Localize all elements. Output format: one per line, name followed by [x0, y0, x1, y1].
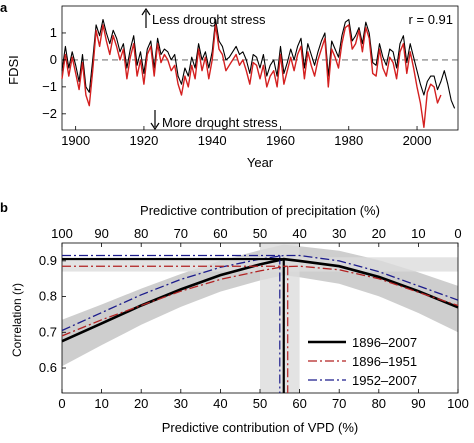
top-x-tick-label: 10	[411, 226, 425, 241]
arrows	[141, 7, 160, 131]
x-tick-label: 1960	[266, 133, 295, 148]
y-tick-label: 0	[50, 52, 57, 67]
panel-b-top-xlabel: Predictive contribution of precipitation…	[140, 203, 380, 218]
legend-label-2: 1896–1951	[352, 354, 417, 369]
panel-b-label: b	[0, 200, 8, 215]
down-arrow-head-icon	[150, 122, 160, 131]
y-tick-label: 0.6	[39, 360, 57, 375]
series-fdsi-black	[61, 18, 456, 109]
y-tick-label: 0.7	[39, 324, 57, 339]
x-tick-label: 30	[174, 396, 188, 411]
x-tick-label: 0	[58, 396, 65, 411]
top-x-tick-label: 0	[454, 226, 461, 241]
annotation-less-drought: Less drought stress	[152, 12, 266, 27]
panel-a-chart: 1900 1920 1940 1960 1980 2000 −2 −1 0 1 Less dro…	[6, 5, 459, 170]
series-line-1	[61, 257, 459, 343]
x-tick-label: 1940	[198, 133, 227, 148]
x-tick-label: 50	[253, 396, 267, 411]
panel-b-ylabel: Correlation (r)	[10, 283, 24, 357]
y-tick-label: −1	[42, 79, 57, 94]
panel-b-xlabel: Predictive contribution of VPD (%)	[162, 420, 359, 435]
legend-label-1: 1896–2007	[352, 335, 417, 350]
top-x-tick-label: 20	[372, 226, 386, 241]
correlation-label: r = 0.91	[409, 12, 453, 27]
panel-a-ylabel: FDSI	[6, 55, 21, 85]
top-x-tick-label: 100	[51, 226, 73, 241]
panel-a-label: a	[0, 0, 8, 15]
top-x-tick-label: 90	[94, 226, 108, 241]
annotation-more-drought: More drought stress	[162, 115, 278, 130]
top-x-tick-label: 30	[332, 226, 346, 241]
x-tick-label: 80	[372, 396, 386, 411]
x-tick-label: 70	[332, 396, 346, 411]
x-tick-label: 40	[213, 396, 227, 411]
top-x-tick-label: 40	[292, 226, 306, 241]
x-tick-label: 2000	[403, 133, 432, 148]
top-x-tick-label: 50	[253, 226, 267, 241]
confidence-envelope	[62, 244, 458, 367]
y-tick-label: −2	[42, 106, 57, 121]
x-tick-label: 10	[94, 396, 108, 411]
up-arrow-head-icon	[141, 7, 151, 16]
legend-label-3: 1952–2007	[352, 373, 417, 388]
series-line-3	[61, 254, 459, 332]
top-x-tick-label: 70	[174, 226, 188, 241]
top-x-tick-label: 60	[213, 226, 227, 241]
y-tick-label: 0.8	[39, 289, 57, 304]
x-tick-label: 1980	[334, 133, 363, 148]
panel-b-legend: 1896–2007 1896–1951 1952–2007	[308, 335, 417, 388]
top-x-tick-label: 80	[134, 226, 148, 241]
x-tick-label: 100	[447, 396, 469, 411]
panel-b-chart: 0 10 20 30 40 50 60 70 80 90 100 100 90 80 70 60 50 40 30…	[10, 203, 469, 435]
series-line-2	[61, 265, 459, 337]
x-tick-label: 20	[134, 396, 148, 411]
x-tick-label: 1900	[61, 133, 90, 148]
panel-a-xlabel: Year	[247, 155, 274, 170]
y-tick-label: 0.9	[39, 253, 57, 268]
x-tick-label: 1920	[129, 133, 158, 148]
y-tick-label: 1	[50, 25, 57, 40]
x-tick-label: 90	[411, 396, 425, 411]
x-tick-label: 60	[292, 396, 306, 411]
series-fdsi-red	[61, 24, 442, 129]
